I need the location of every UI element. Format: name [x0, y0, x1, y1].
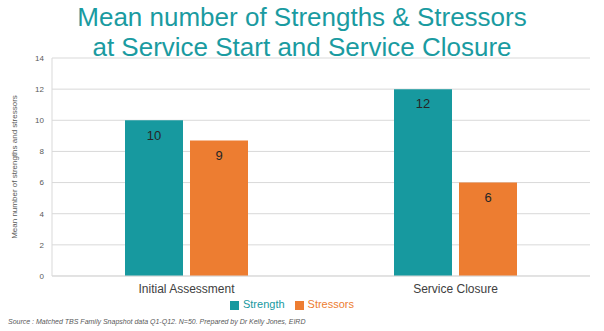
svg-text:6: 6 [40, 178, 45, 187]
svg-text:Mean number of strengths and s: Mean number of strengths and stressors [10, 95, 19, 239]
svg-text:10: 10 [35, 116, 44, 125]
svg-text:12: 12 [35, 85, 44, 94]
html-text:Stressors: Stressors [307, 298, 354, 310]
html-text:Source : Matched TBS Family Sn: Source : Matched TBS Family Snapshot dat… [8, 318, 306, 325]
html-text:Mean number of Strengths & Str: Mean number of Strengths & Stressors [77, 2, 527, 32]
svg-text:Initial Assessment: Initial Assessment [138, 282, 235, 296]
svg-text:4: 4 [40, 210, 45, 219]
svg-text:10: 10 [147, 128, 161, 143]
svg-text:6: 6 [484, 190, 491, 205]
svg-text:Service Closure: Service Closure [413, 282, 498, 296]
svg-text:0: 0 [40, 272, 45, 281]
svg-text:9: 9 [215, 148, 222, 163]
svg-text:14: 14 [35, 54, 44, 63]
svg-text:8: 8 [40, 147, 45, 156]
svg-text:2: 2 [40, 241, 45, 250]
svg-text:12: 12 [416, 96, 430, 111]
html-text:at Service Start and Service C: at Service Start and Service Closure [92, 32, 512, 62]
html-text:Strength: Strength [243, 298, 285, 310]
